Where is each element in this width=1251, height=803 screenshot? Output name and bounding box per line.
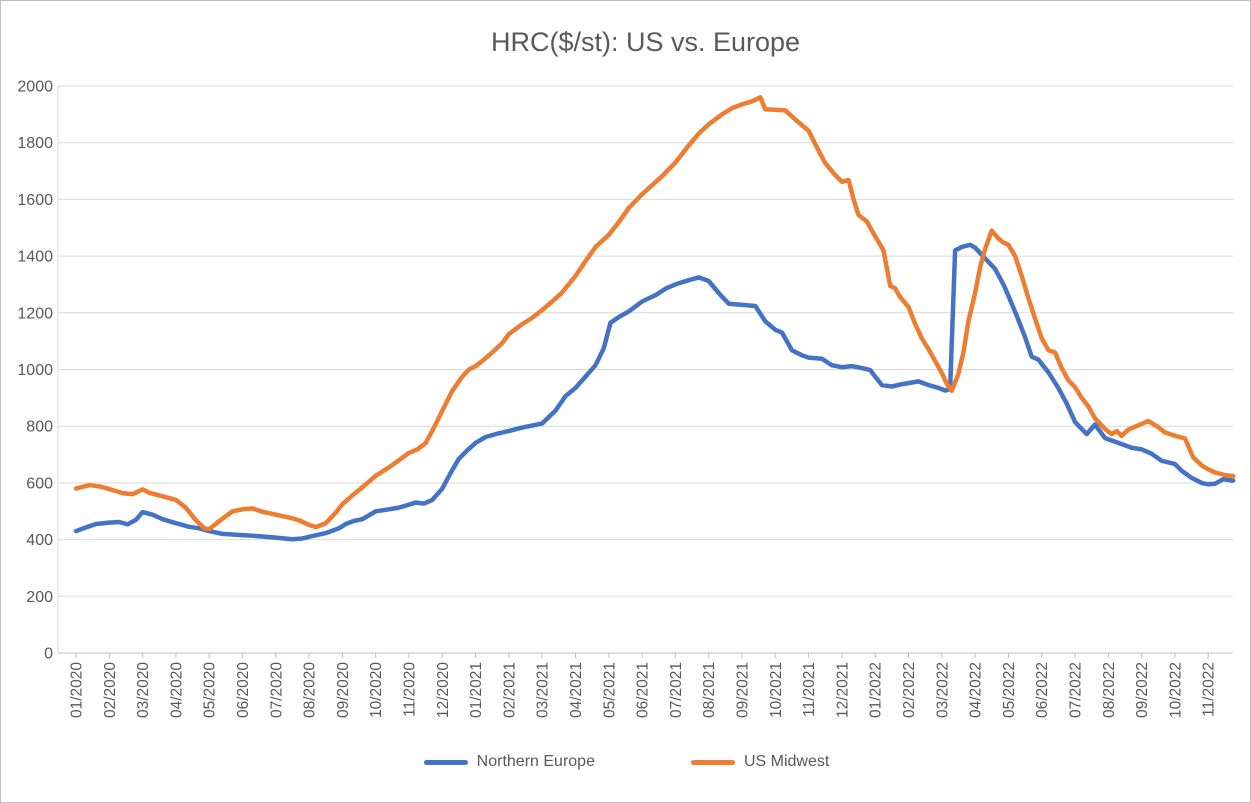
x-axis-tick-label: 08/2022 — [1101, 662, 1118, 718]
legend-label-northern-europe: Northern Europe — [476, 753, 595, 770]
y-axis-tick-label: 0 — [44, 646, 53, 663]
x-axis-tick-label: 10/2021 — [768, 662, 785, 718]
x-axis-tick-label: 05/2020 — [202, 662, 219, 718]
x-axis-tick-label: 11/2021 — [801, 662, 818, 717]
legend-item-us-midwest: US Midwest — [690, 753, 830, 771]
x-axis-tick-label: 01/2022 — [868, 662, 885, 718]
x-axis-tick-label: 02/2022 — [901, 662, 918, 718]
legend-label-us-midwest: US Midwest — [743, 753, 830, 770]
x-axis-tick-label: 07/2021 — [668, 662, 685, 718]
legend-item-northern-europe: Northern Europe — [423, 753, 595, 771]
x-axis-tick-label: 06/2022 — [1034, 662, 1051, 718]
x-axis-tick-label: 11/2022 — [1201, 662, 1218, 717]
x-axis-tick-label: 12/2021 — [834, 662, 851, 718]
x-axis-tick-label: 04/2021 — [568, 662, 585, 718]
x-axis-tick-label: 05/2022 — [1001, 662, 1018, 718]
us-midwest-line-swatch-icon — [690, 759, 735, 765]
x-axis-tick-label: 09/2020 — [335, 662, 352, 718]
y-axis-tick-label: 1600 — [17, 192, 53, 209]
y-axis-tick-label: 400 — [26, 532, 53, 549]
chart-legend: Northern Europe US Midwest — [1, 753, 1250, 771]
series-line-us-midwest — [73, 95, 1236, 532]
x-axis-tick-label: 03/2021 — [535, 662, 552, 718]
chart-title: HRC($/st): US vs. Europe — [490, 27, 801, 57]
x-axis-tick-label: 07/2022 — [1068, 662, 1085, 718]
x-axis-tick-label: 07/2020 — [268, 662, 285, 718]
x-axis-tick-label: 08/2021 — [701, 662, 718, 718]
x-axis-tick-label: 05/2021 — [601, 662, 618, 718]
y-axis-tick-label: 200 — [26, 589, 53, 606]
y-axis-tick-label: 1800 — [17, 135, 53, 152]
x-axis-tick-label: 10/2022 — [1167, 662, 1184, 718]
x-axis-tick-label: 04/2022 — [968, 662, 985, 718]
y-axis-tick-label: 1000 — [17, 362, 53, 379]
y-axis-tick-label: 2000 — [17, 79, 53, 96]
x-axis-tick-label: 03/2020 — [135, 662, 152, 718]
x-axis-tick-label: 02/2021 — [501, 662, 518, 718]
x-axis-tick-label: 08/2020 — [302, 662, 319, 718]
x-axis-tick-label: 03/2022 — [934, 662, 951, 718]
x-axis-tick-label: 06/2020 — [235, 662, 252, 718]
x-axis-tick-label: 12/2020 — [435, 662, 452, 718]
x-axis-tick-label: 01/2021 — [468, 662, 485, 718]
northern-europe-line-swatch-icon — [423, 759, 468, 765]
x-axis-tick-label: 11/2020 — [402, 662, 419, 717]
y-axis-tick-label: 1200 — [17, 305, 53, 322]
x-axis-tick-label: 10/2020 — [368, 662, 385, 718]
x-axis-tick-label: 02/2020 — [102, 662, 119, 718]
x-axis-tick-label: 09/2021 — [735, 662, 752, 718]
y-axis-tick-label: 600 — [26, 475, 53, 492]
x-axis-tick-label: 06/2021 — [635, 662, 652, 718]
y-axis-tick-label: 1400 — [17, 249, 53, 266]
y-axis-tick-label: 800 — [26, 419, 53, 436]
x-axis-tick-label: 09/2022 — [1134, 662, 1151, 718]
series-line-northern-europe — [73, 242, 1236, 542]
x-axis-tick-label: 04/2020 — [168, 662, 185, 718]
x-axis-tick-label: 01/2020 — [69, 662, 86, 718]
